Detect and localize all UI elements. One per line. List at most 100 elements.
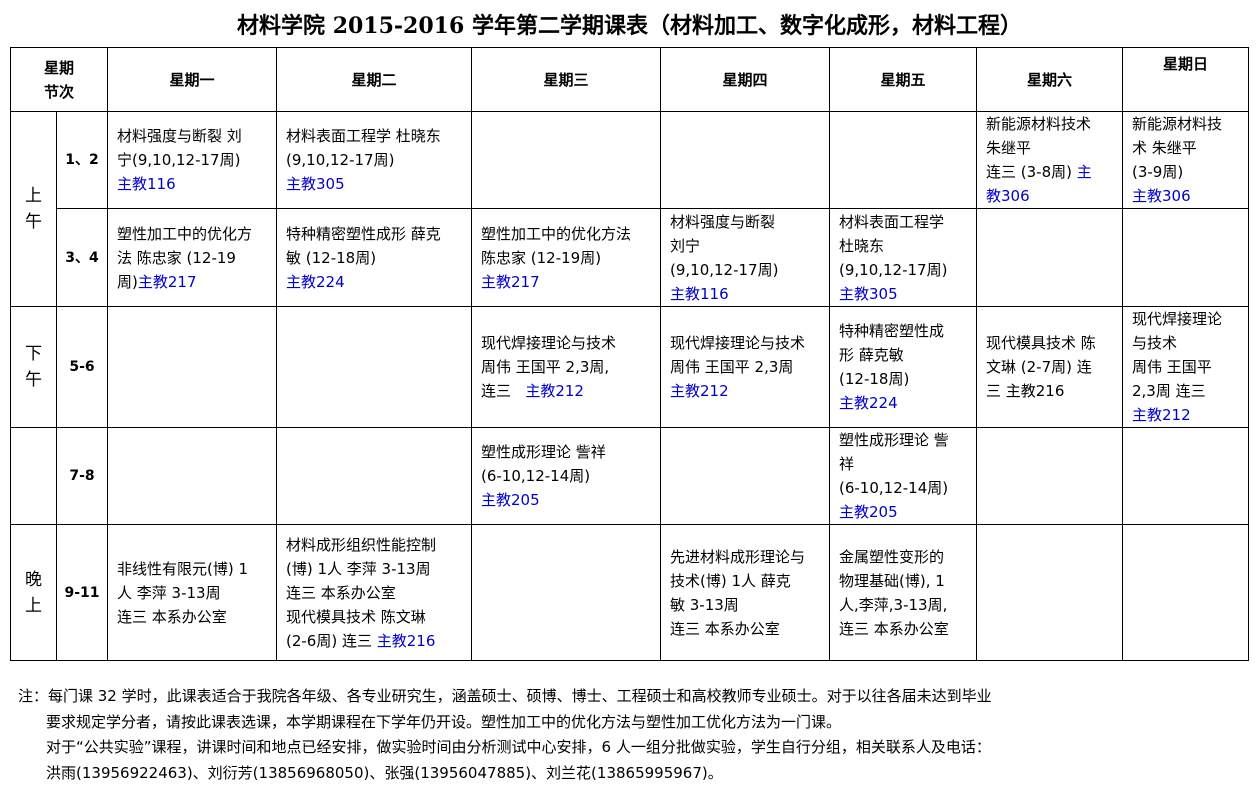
timetable: 星期 节次 星期一 星期二 星期三 星期四 星期五 星期六 星期日 上午 1、2 材料… (10, 47, 1249, 661)
course-text: 2,3周 连三 (1132, 382, 1206, 400)
course-line: 主教305 (839, 282, 976, 306)
day-header: 星期一 (107, 47, 277, 112)
period-label: 下午 (10, 306, 57, 428)
section-label: 7-8 (56, 427, 108, 525)
course-text: 塑性成形理论 訾 (839, 431, 949, 449)
course-text: 物理基础(博), 1 (839, 571, 945, 590)
course-line: 2,3周 连三 (1132, 379, 1248, 403)
course-line: 现代模具技术 陈 (986, 331, 1122, 355)
course-line: (9,10,12-17周) (286, 148, 471, 172)
course-line: 连三 (3-8周) 主 (986, 160, 1122, 184)
course-line: 形 薛克敏 (839, 343, 976, 367)
course-text: 形 薛克敏 (839, 346, 904, 364)
course-text: 朱继平 (986, 139, 1032, 157)
page-title: 材料学院 2015-2016 学年第二学期课表（材料加工、数字化成形，材料工程） (237, 13, 1022, 39)
period-char: 上 (25, 186, 42, 206)
period-label: 上午 (10, 111, 57, 307)
section-label: 9-11 (56, 524, 108, 661)
course-text: 周伟 王国平 2,3周 (670, 358, 794, 376)
course-cell: 先进材料成形理论与 技术(博) 1人 薛克敏 3-13周 连三 本系办公室 (660, 524, 830, 661)
course-cell: 塑性加工中的优化方法 陈忠家 (12-19周) 主教217 (471, 208, 661, 307)
room-label: 主教224 (839, 394, 898, 412)
course-line: 特种精密塑性成 (839, 319, 976, 343)
course-line: 金属塑性变形的 (839, 545, 976, 569)
course-line: (9,10,12-17周) (839, 258, 976, 282)
course-line: (12-18周) (839, 367, 976, 391)
course-line: 现代焊接理论 (1132, 308, 1248, 332)
room-label: 主教217 (481, 272, 540, 291)
room-label: 教306 (986, 187, 1030, 205)
course-line: 连三 本系办公室 (670, 617, 829, 641)
course-line: (3-9周) (1132, 160, 1248, 184)
course-line: 连三 本系办公室 (286, 581, 471, 605)
course-line: 周伟 王国平 2,3周 (670, 355, 829, 379)
course-line: 现代焊接理论与技术 (481, 331, 660, 355)
course-cell: 新能源材料技术 朱继平 (3-9周) 主教306 (1122, 111, 1249, 209)
course-text: 连三 本系办公室 (839, 619, 949, 638)
empty-cell (276, 427, 472, 525)
empty-cell (471, 111, 661, 209)
empty-cell (1122, 524, 1249, 661)
course-line: 主教217 (481, 270, 660, 294)
room-label: 主教116 (117, 175, 176, 193)
course-line: 与技术 (1132, 331, 1248, 355)
course-line: 人,李萍,3-13周, (839, 593, 976, 617)
course-text: 法 陈忠家 (12-19 (117, 248, 236, 267)
course-line: 敏 (12-18周) (286, 246, 471, 270)
section-label: 5-6 (56, 306, 108, 428)
course-cell: 非线性有限元(博) 1 人 李萍 3-13周 连三 本系办公室 (107, 524, 277, 661)
course-line: 主教116 (117, 172, 276, 196)
course-line: 材料强度与断裂 刘 (117, 124, 276, 148)
course-text: 现代模具技术 陈 (986, 334, 1096, 352)
course-text: 连三 (481, 382, 526, 400)
room-label: 主教205 (481, 491, 540, 509)
course-line: 朱继平 (986, 136, 1122, 160)
course-text: 人,李萍,3-13周, (839, 595, 948, 614)
course-text: 材料表面工程学 (839, 212, 945, 231)
course-line: (博) 1人 李萍 3-13周 (286, 557, 471, 581)
course-line: 塑性加工中的优化方 (117, 222, 276, 246)
day-header: 星期六 (976, 47, 1123, 112)
course-cell: 塑性成形理论 訾祥 (6-10,12-14周) 主教205 (471, 427, 661, 525)
section-label: 1、2 (56, 111, 108, 209)
course-text: 先进材料成形理论与 (670, 547, 806, 566)
course-text: (3-9周) (1132, 163, 1184, 181)
course-line: 材料强度与断裂 (670, 210, 829, 234)
corner-header: 星期 节次 (10, 47, 108, 112)
room-label: 主教205 (839, 503, 898, 521)
course-text: 周伟 王国平 (1132, 358, 1212, 376)
course-line: 新能源材料技 (1132, 113, 1248, 137)
course-cell: 现代焊接理论与技术周伟 王国平 2,3周, 连三 主教212 (471, 306, 661, 428)
course-text: 术 朱继平 (1132, 139, 1197, 157)
course-line: 术 朱继平 (1132, 136, 1248, 160)
room-label: 主教305 (839, 284, 898, 303)
course-text: 非线性有限元(博) 1 (117, 559, 249, 578)
course-text: (9,10,12-17周) (839, 260, 948, 279)
course-line: 先进材料成形理论与 (670, 545, 829, 569)
course-text: 文琳 (2-7周) 连 (986, 358, 1092, 376)
course-line: 主教224 (286, 270, 471, 294)
course-cell: 材料成形组织性能控制 (博) 1人 李萍 3-13周 连三 本系办公室 现代模具技术 … (276, 524, 472, 661)
course-line: 周伟 王国平 2,3周, (481, 355, 660, 379)
course-line: 主教116 (670, 282, 829, 306)
note-line: 洪雨(13956922463)、刘衍芳(13856968050)、张强(1395… (46, 763, 723, 782)
period-label (10, 427, 57, 525)
course-line: 宁(9,10,12-17周) (117, 148, 276, 172)
room-label: 主教116 (670, 284, 729, 303)
course-text: 新能源材料技 (1132, 115, 1223, 133)
empty-cell (976, 427, 1123, 525)
course-line: 现代模具技术 陈文琳 (286, 605, 471, 629)
timetable-row: 7-8 塑性成形理论 訾祥 (6-10,12-14周) 主教205 塑性成形理论 訾祥 (… (10, 427, 1249, 525)
period-char: 下 (25, 344, 42, 364)
course-text: 塑性加工中的优化方 (117, 224, 253, 243)
course-text: 现代焊接理论与技术 (481, 334, 617, 352)
course-text: 材料强度与断裂 刘 (117, 127, 242, 145)
course-text: 祥 (839, 455, 855, 473)
course-text: 连三 本系办公室 (670, 619, 780, 638)
course-text: 与技术 (1132, 334, 1178, 352)
course-line: 连三 主教212 (481, 379, 660, 403)
course-text: 材料成形组织性能控制 (286, 535, 437, 554)
course-line: 刘宁 (670, 234, 829, 258)
course-line: 敏 3-13周 (670, 593, 829, 617)
